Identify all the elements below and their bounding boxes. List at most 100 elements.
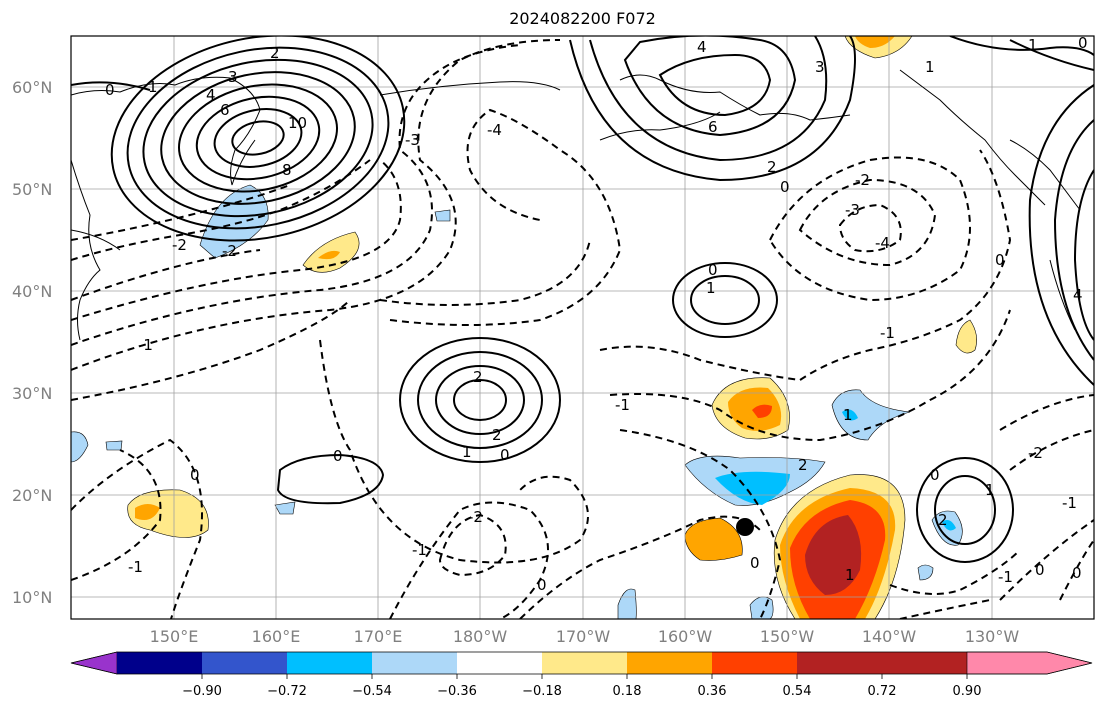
lon-label-180w: 180°W: [453, 627, 508, 646]
shade-red-155w: [752, 404, 772, 418]
contour-label-0-far2: 0: [1072, 564, 1082, 582]
colorbar-bin-3: [287, 652, 372, 674]
contour-label-0-center: 0: [500, 446, 510, 464]
contour-label-1-mid: 1: [706, 279, 716, 297]
map-title: 2024082200 F072: [509, 9, 656, 28]
colorbar-label-3: −0.54: [352, 684, 392, 699]
colorbar-tick-labels: −0.90 −0.72 −0.54 −0.36 −0.18 0.18 0.36 …: [182, 684, 981, 699]
contour-label-neg2-far: -2: [1028, 444, 1043, 462]
lat-label-20n: 20°N: [12, 486, 52, 505]
contour-label-10: 10: [288, 114, 307, 132]
map-frame: [70, 35, 1095, 620]
contour-label-neg1: -1: [138, 336, 153, 354]
gridlines: [71, 36, 1094, 619]
contour-label-8: 8: [282, 161, 292, 179]
colorbar-bin-1: [117, 652, 202, 674]
colorbar-bin-6: [542, 652, 627, 674]
map-layers: 2 3 4 6 8 10 1 0 -2 -2 -1 -3 -4 4 6 3 2 …: [71, 36, 1094, 619]
colorbar-label-10: 0.90: [953, 684, 982, 699]
colorbar-ticks: [201, 674, 968, 679]
contour-label-neg4: -4: [487, 121, 502, 139]
colorbar-bin-8: [712, 652, 797, 674]
colorbar-bin-4: [372, 652, 457, 674]
contour-label-0-west: 0: [333, 447, 343, 465]
contour-label-neg1-mid: -1: [615, 396, 630, 414]
lat-label-10n: 10°N: [12, 588, 52, 607]
lon-label-170e: 170°E: [354, 627, 403, 646]
contour-label-neg2-s: -2: [468, 508, 483, 526]
lon-label-150w: 150°W: [760, 627, 815, 646]
contour-label-6-north: 6: [708, 118, 718, 136]
lat-label-40n: 40°N: [12, 282, 52, 301]
shade-lightblue-w: [71, 431, 89, 463]
coastlines: [71, 69, 1081, 341]
shade-darkred-main: [805, 515, 862, 595]
shade-lightblue-small3: [434, 209, 451, 222]
contour-label-1-ne: 1: [925, 58, 935, 76]
contour-label-neg1-s: -1: [412, 541, 427, 559]
colorbar-label-8: 0.54: [783, 684, 812, 699]
contour-label-4: 4: [206, 86, 216, 104]
contour-label-1-135w: 1: [985, 481, 995, 499]
contour-label-0-north: 0: [780, 178, 790, 196]
map-background: [71, 36, 1094, 619]
contour-label-0-east: 0: [995, 251, 1005, 269]
colorbar-label-5: −0.18: [522, 684, 562, 699]
contour-label-neg4-east: -4: [875, 234, 890, 252]
contour-label-neg3: -3: [405, 131, 420, 149]
colorbar-extend-high: [966, 651, 1093, 675]
lat-label-50n: 50°N: [12, 180, 52, 199]
contour-label-0-dot: 0: [750, 554, 760, 572]
shade-yellow-38n: [955, 319, 977, 354]
lon-label-170w: 170°W: [556, 627, 611, 646]
contour-label-neg2-east: -2: [855, 171, 870, 189]
contour-label-0-135w: 0: [930, 466, 940, 484]
colorbar-bin-7: [627, 652, 712, 674]
contour-label-0-sw: 0: [190, 466, 200, 484]
colorbar-bin-5: [457, 652, 542, 674]
colorbar-label-7: 0.36: [698, 684, 727, 699]
shade-yellow-150e: [127, 489, 209, 538]
contour-label-neg1-far2: -1: [998, 568, 1013, 586]
contour-label-1-main: 1: [845, 566, 855, 584]
longitude-labels: 150°E 160°E 170°E 180°W 170°W 160°W 150°…: [150, 627, 1020, 646]
contour-label-0: 0: [105, 81, 115, 99]
shade-lightblue-small1: [105, 440, 123, 451]
colorbar-label-4: −0.36: [437, 684, 477, 699]
lon-label-150e: 150°E: [150, 627, 199, 646]
contour-label-2-north: 2: [767, 158, 777, 176]
colorbar-label-1: −0.90: [182, 684, 222, 699]
shade-orange-north: [855, 36, 895, 48]
colorbar-extend-low: [70, 651, 118, 675]
contour-label-1: 1: [148, 78, 158, 96]
lon-label-130w: 130°W: [965, 627, 1020, 646]
contour-label-4-north: 4: [697, 38, 707, 56]
contour-label-3-north: 3: [815, 58, 825, 76]
lon-label-140w: 140°W: [862, 627, 917, 646]
colorbar-label-2: −0.72: [267, 684, 307, 699]
colorbar-bin-10: [882, 652, 967, 674]
contour-label-3: 3: [228, 68, 238, 86]
contour-label-neg3-east: -3: [845, 201, 860, 219]
colorbar-bin-9: [797, 652, 882, 674]
storm-center-dot: [736, 518, 754, 536]
contour-label-6: 6: [220, 101, 230, 119]
lat-label-60n: 60°N: [12, 78, 52, 97]
contour-label-0-s: 0: [537, 576, 547, 594]
contour-label-1-145w: 1: [843, 406, 853, 424]
lon-label-160w: 160°W: [658, 627, 713, 646]
colorbar-outline: [70, 651, 1093, 675]
colorbar-label-6: 0.18: [613, 684, 642, 699]
contour-label-neg1-east: -1: [880, 324, 895, 342]
contour-label-neg2: -2: [172, 236, 187, 254]
colorbar-bin-2: [202, 652, 287, 674]
latitude-labels: 60°N 50°N 40°N 30°N 20°N 10°N: [12, 78, 52, 607]
shade-orange-150e: [135, 504, 160, 521]
shade-blue-145w: [842, 409, 858, 421]
contour-label-2-band: 2: [798, 456, 808, 474]
contour-label-4-east: 4: [1073, 286, 1083, 304]
contour-label-0-far: 0: [1035, 561, 1045, 579]
contour-label-2: 2: [270, 44, 280, 62]
shade-orange-165e: [318, 250, 340, 260]
